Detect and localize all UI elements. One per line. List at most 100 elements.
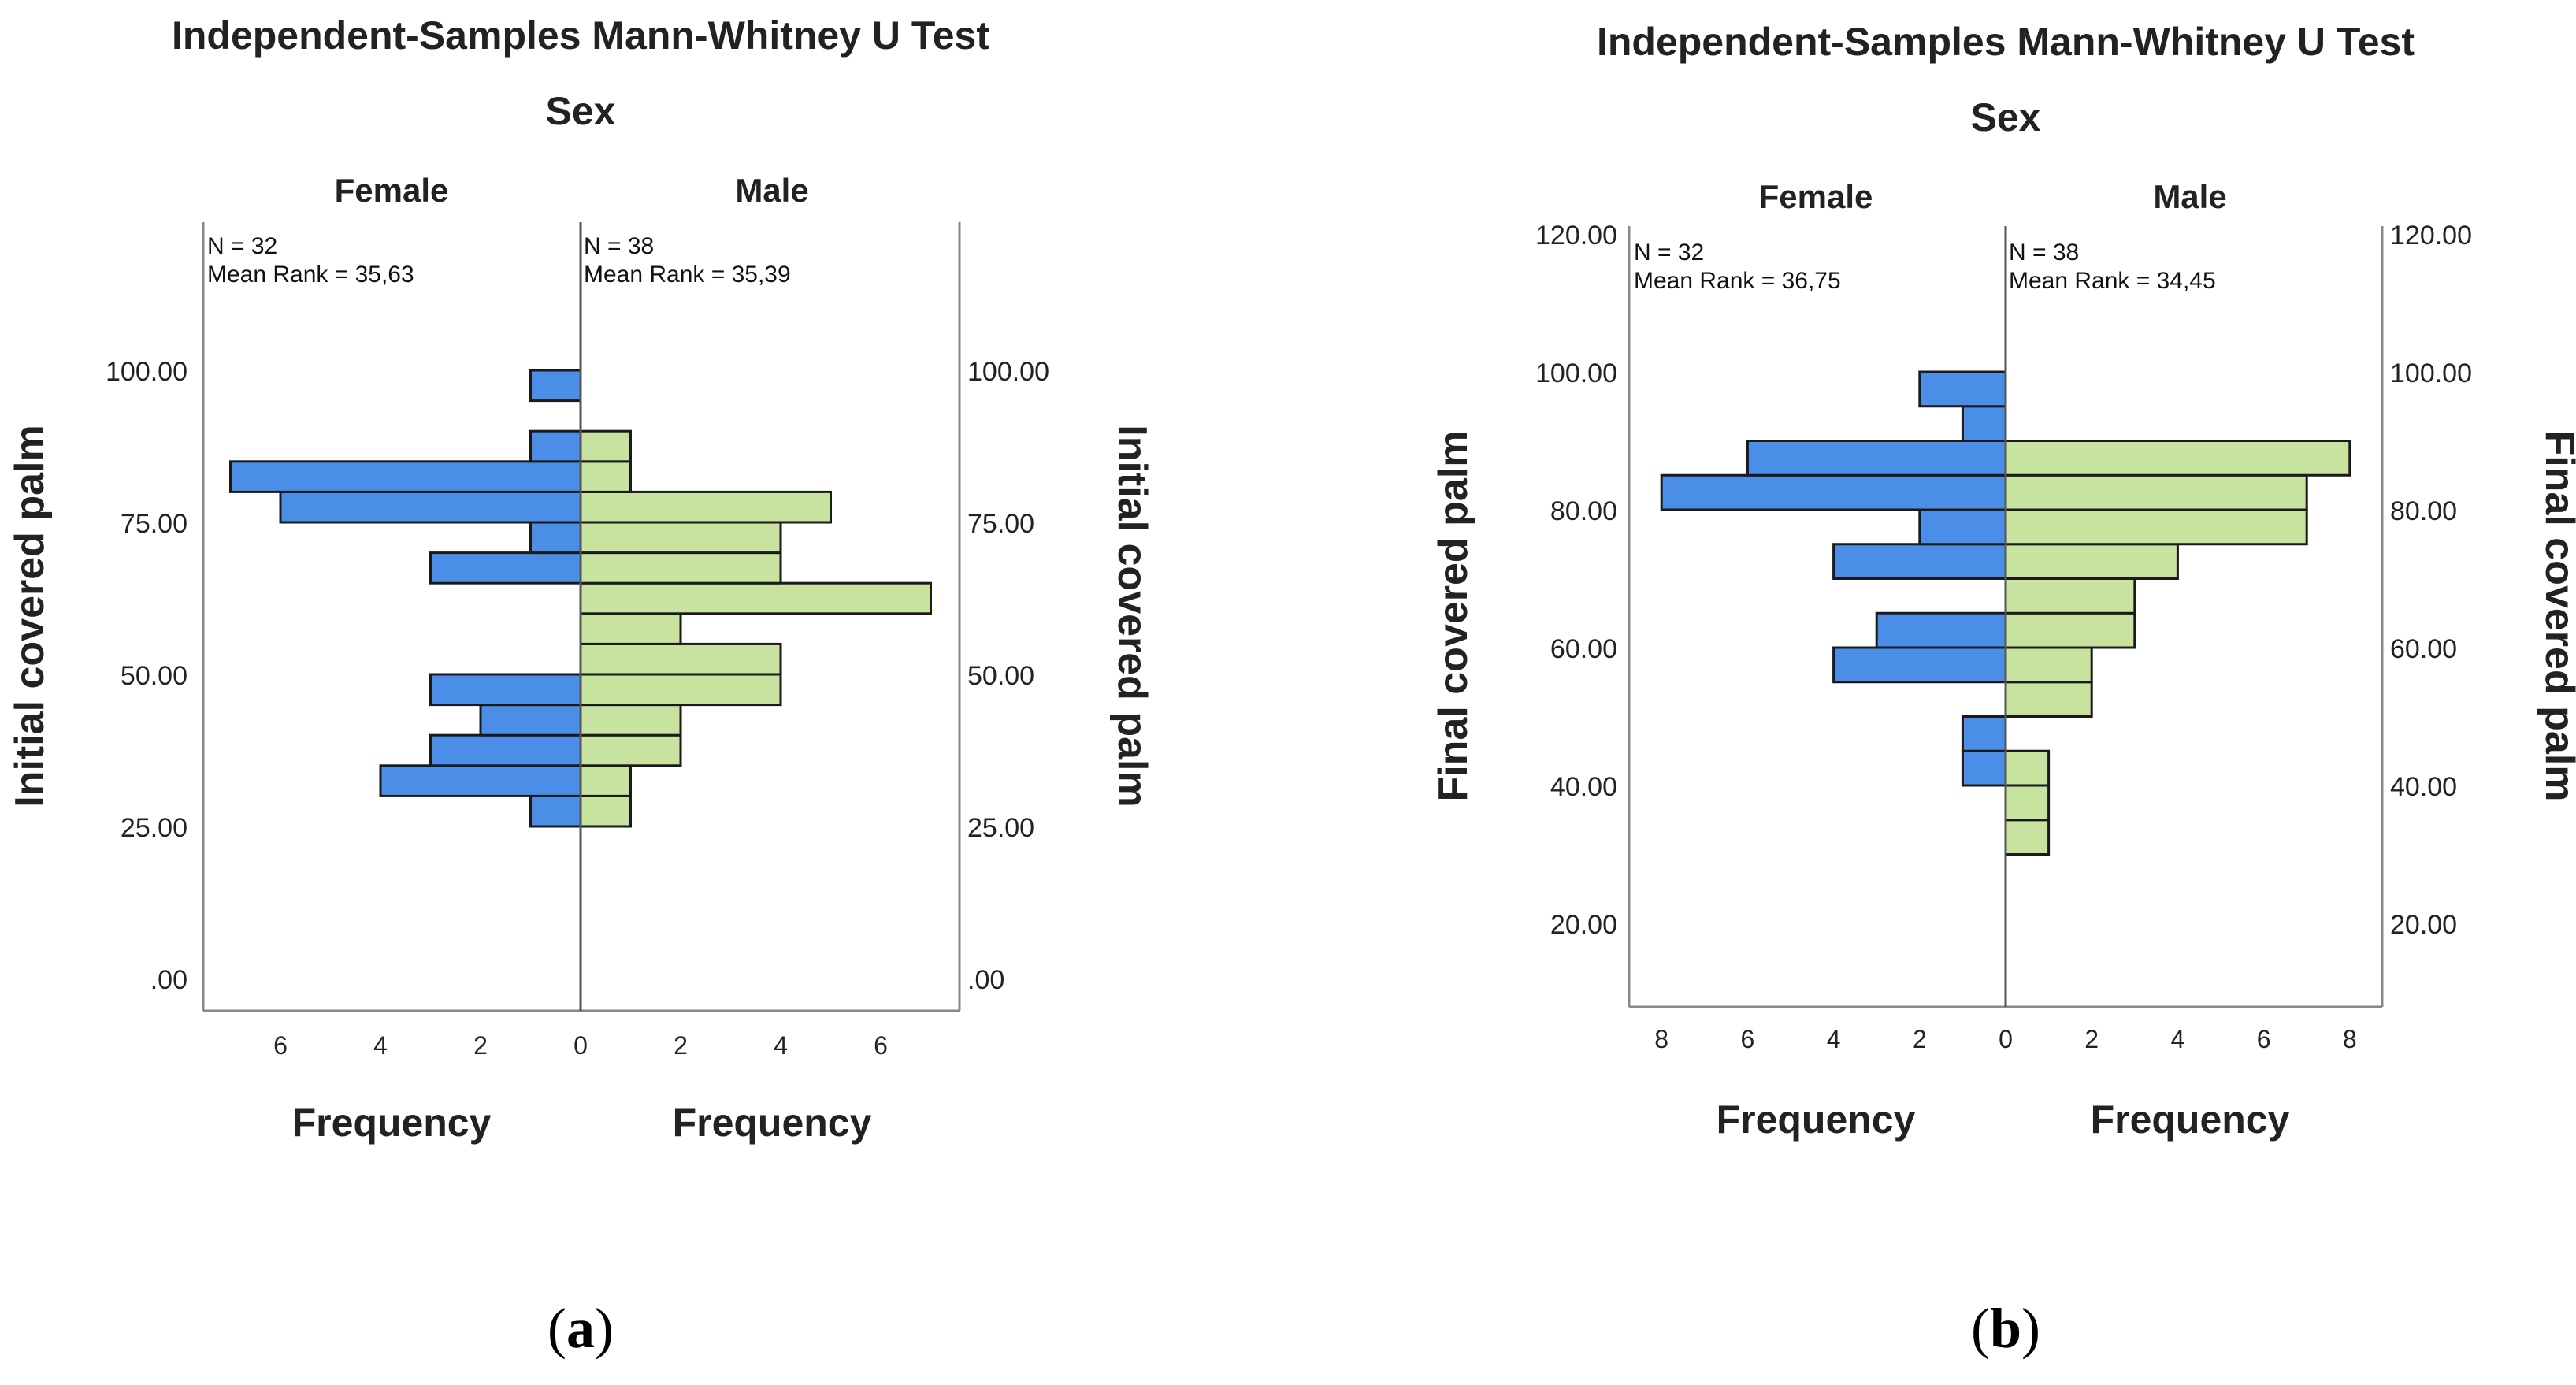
panel-a-ytick-label-right: 50.00 [967,661,1034,691]
panel-b-ytick-label-right: 60.00 [2390,634,2457,664]
panel-b-female-mean-rank-annotation: Mean Rank = 36,75 [1634,268,1841,294]
panel-b-ytick-label-right: 120.00 [2390,221,2472,251]
panel-a-xtick-label-right: 2 [674,1031,688,1060]
panel-b-female-bar [1746,440,2007,477]
panel-b-male-bar [2004,784,2051,822]
panel-a-ytick-label-right: .00 [967,965,1004,995]
panel-b-ylabel-left: Final covered palm [1431,430,1476,801]
panel-a-male-bar [579,764,632,797]
panel-a-female-bar [529,794,582,828]
panel-b-female-bar [1832,646,2007,684]
panel-b-male-bar [2004,819,2051,856]
panel-b-ytick-label-left: 60.00 [1550,634,1617,664]
panel-a-ylabel-left: Initial covered palm [7,425,53,808]
panel-a-male-bar [579,521,782,555]
panel-a-male-bar [579,612,682,645]
panel-b-male-bar [2004,473,2308,511]
panel-a-male-bar [579,551,782,585]
panel-b-xtick-label-right: 6 [2257,1025,2271,1053]
panel-b-female-bar [1918,370,2007,408]
panel-a-ytick-label-left: 50.00 [121,661,187,691]
panel-b-ytick-label-right: 40.00 [2390,772,2457,802]
panel-a-caption-label: (a) [547,1297,614,1360]
panel-a-female-n-annotation: N = 32 [207,233,277,259]
panel-b-male-bar [2004,577,2136,615]
panel-b-ytick-label-right: 20.00 [2390,910,2457,940]
panel-b-xlabel-left: Frequency [1717,1097,1916,1142]
panel-b-caption-close-paren: ) [2021,1297,2040,1360]
panel-b-female-n-annotation: N = 32 [1634,239,1704,265]
panel-b-xtick-label-left: 6 [1741,1025,1755,1053]
panel-a-xtick-label-zero: 0 [573,1031,588,1060]
panel-a-ytick-label-left: .00 [150,965,187,995]
panel-a-xlabel-left: Frequency [292,1101,492,1145]
panel-b-ytick-label-right: 80.00 [2390,496,2457,526]
panel-a-chart-title: Independent-Samples Mann-Whitney U Test [172,13,989,58]
panel-a-female-bar [379,764,582,797]
panel-b-caption-letter: b [1990,1297,2021,1360]
panel-b-ytick-label-left: 120.00 [1535,221,1617,251]
panel-b-male-mean-rank-annotation: Mean Rank = 34,45 [2009,268,2216,294]
panel-a-ylabel-right: Initial covered palm [1109,425,1155,808]
panel-a-caption-open-paren: ( [547,1297,566,1360]
panel-a-female-bar [529,369,582,403]
panel-a-ytick-label-left: 75.00 [121,509,187,539]
panel-b-ytick-label-left: 20.00 [1550,910,1617,940]
panel-b-xlabel-right: Frequency [2091,1097,2290,1142]
panel-b-xtick-label-right: 2 [2084,1025,2099,1053]
panel-a-male-bar [579,460,632,493]
panel-b-chart-subtitle: Sex [1971,95,2041,139]
panel-a-caption-letter: a [566,1297,595,1360]
panel-b-female-bar [1961,715,2007,752]
panel-a-xtick-label-right: 6 [874,1031,888,1060]
panel-a-caption-close-paren: ) [595,1297,614,1360]
panel-b-ylabel-right: Final covered palm [2537,430,2576,801]
panel-a-male-bar [579,581,932,615]
panel-a-chart-subtitle: Sex [546,89,616,133]
panel-a-xtick-label-left: 2 [473,1031,488,1060]
panel-b-male-bar [2004,749,2051,787]
panel-b-caption-open-paren: ( [1971,1297,1990,1360]
panel-a-female-bar [429,733,582,767]
panel-a-male-bar [579,673,782,707]
panel-b-male-n-annotation: N = 38 [2009,239,2079,265]
panel-b-male-bar [2004,646,2093,684]
panel-b-xtick-label-right: 4 [2171,1025,2185,1053]
panel-a-female-bar [429,551,582,585]
panel-a-female-bar [429,673,582,707]
panel-a-female-bar [229,460,582,493]
panel-b-male-bar [2004,681,2093,718]
panel-a-female-bar [529,521,582,555]
panel-b-female-bar [1832,543,2007,580]
panel-b-female-bar [1961,749,2007,787]
panel-a-female-bar [529,429,582,463]
panel-a-ytick-label-left: 25.00 [121,813,187,843]
panel-b-group-label-female: Female [1759,178,1873,215]
panel-a-male-bar [579,704,682,737]
panel-b-xtick-label-left: 8 [1654,1025,1668,1053]
panel-b-ytick-label-right: 100.00 [2390,358,2472,388]
panel-b-caption-label: (b) [1971,1297,2040,1360]
panel-b-xtick-label-left: 2 [1913,1025,1927,1053]
panel-b-male-bar [2004,440,2351,477]
panel-a-male-bar [579,642,782,676]
panel-a-group-label-female: Female [335,172,449,209]
panel-a-xtick-label-left: 4 [373,1031,388,1060]
panel-a-female-mean-rank-annotation: Mean Rank = 35,63 [207,262,414,288]
panel-a-xlabel-right: Frequency [673,1101,872,1145]
panel-a-ytick-label-right: 25.00 [967,813,1034,843]
panel-a-male-n-annotation: N = 38 [584,233,654,259]
panel-a-group-label-male: Male [735,172,808,209]
panel-a-male-bar [579,429,632,463]
panel-b-ytick-label-left: 80.00 [1550,496,1617,526]
panel-b-chart-title: Independent-Samples Mann-Whitney U Test [1597,20,2415,64]
panel-b-group-label-male: Male [2153,178,2226,215]
panel-b-ytick-label-left: 100.00 [1535,358,1617,388]
panel-b-xtick-label-left: 4 [1827,1025,1841,1053]
panel-a-male-mean-rank-annotation: Mean Rank = 35,39 [584,262,791,288]
panel-b-xtick-label-zero: 0 [1999,1025,2013,1053]
panel-b-male-bar [2004,508,2308,546]
panel-b-female-bar [1660,473,2007,511]
panel-a-male-bar [579,794,632,828]
